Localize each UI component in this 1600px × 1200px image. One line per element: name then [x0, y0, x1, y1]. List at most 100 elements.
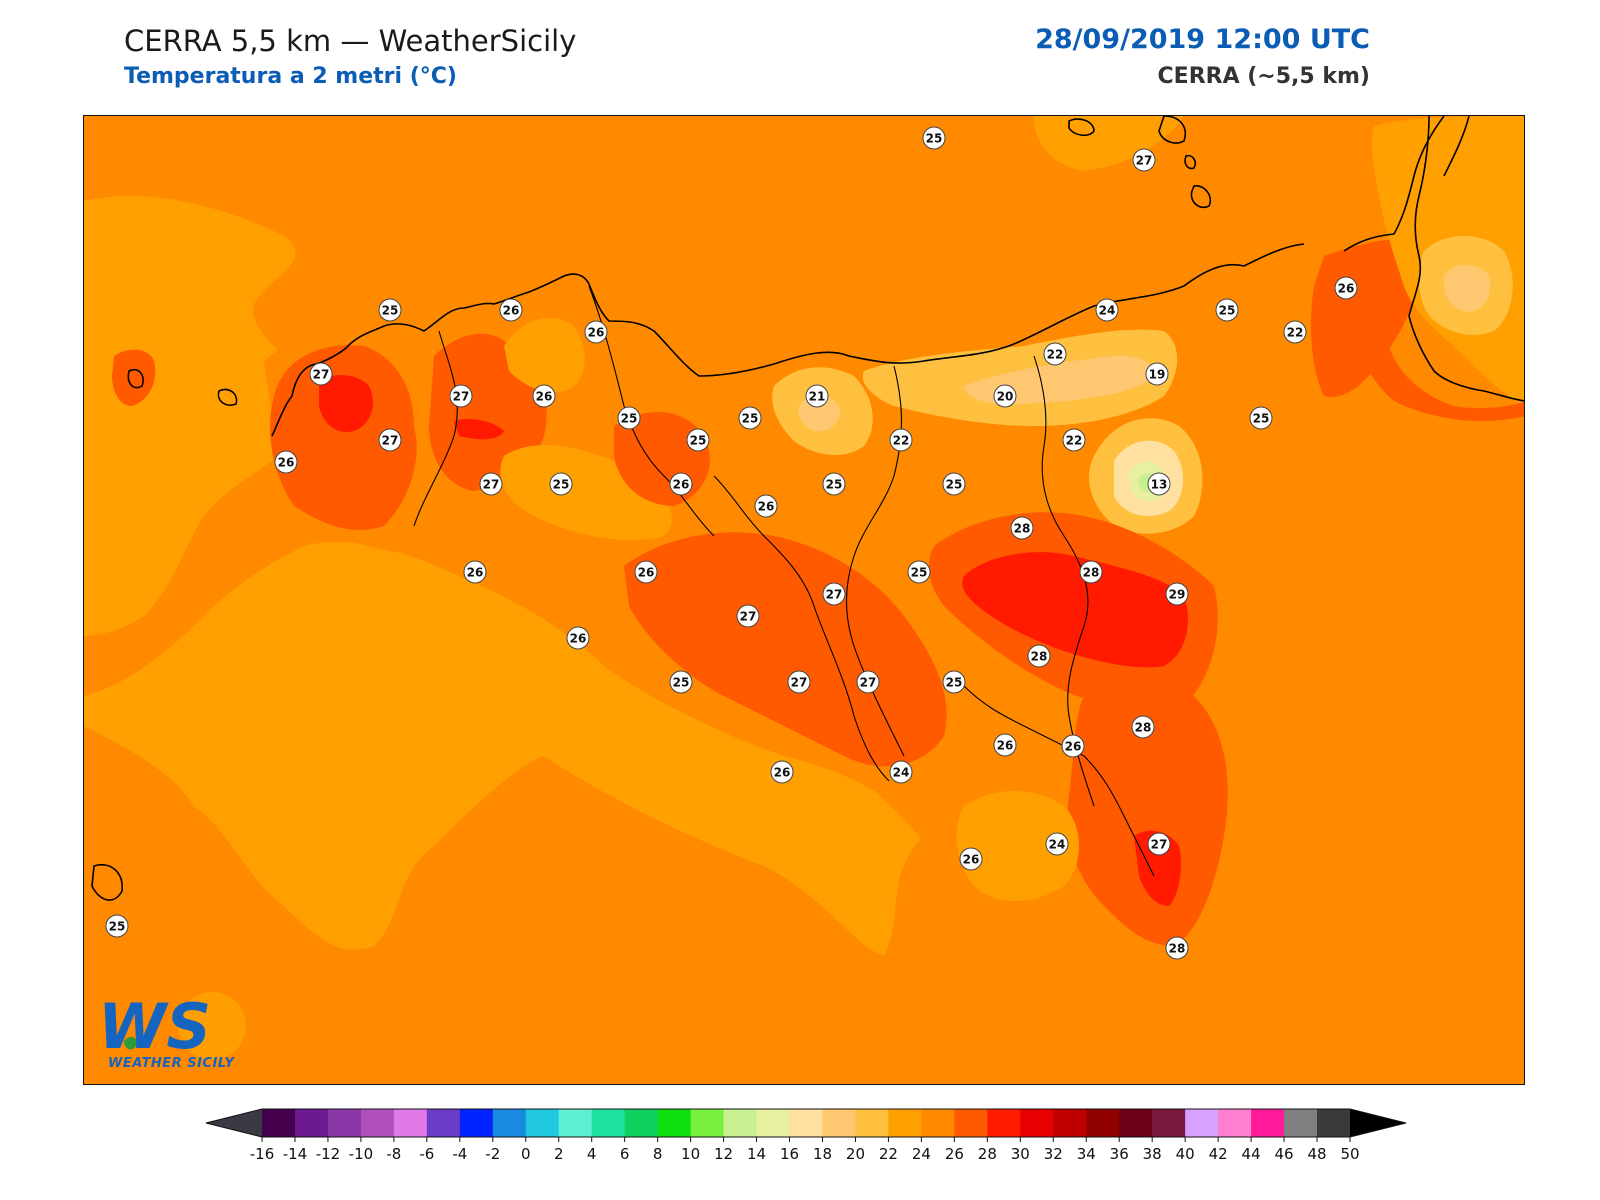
station-marker[interactable]: 27 — [787, 670, 811, 694]
station-circle — [787, 670, 811, 694]
colorbar-bin — [262, 1109, 296, 1137]
station-marker[interactable]: 25 — [907, 560, 931, 584]
colorbar-tick-label: 26 — [945, 1145, 964, 1163]
station-marker[interactable]: 13 — [1147, 472, 1171, 496]
station-circle — [1027, 644, 1051, 668]
station-marker[interactable]: 26 — [993, 733, 1017, 757]
station-circle — [1165, 582, 1189, 606]
colorbar-tick-label: -6 — [419, 1145, 434, 1163]
station-marker[interactable]: 26 — [1334, 276, 1358, 300]
station-marker[interactable]: 26 — [959, 847, 983, 871]
station-marker[interactable]: 27 — [309, 362, 333, 386]
station-marker[interactable]: 27 — [449, 384, 473, 408]
station-marker[interactable]: 25 — [617, 406, 641, 430]
station-circle — [449, 384, 473, 408]
zone-southeast-26 — [1067, 681, 1228, 946]
station-marker[interactable]: 27 — [856, 670, 880, 694]
station-value: 26 — [570, 632, 587, 646]
ustica-island — [1184, 154, 1197, 170]
colorbar-bin — [921, 1109, 955, 1137]
colorbar-bin — [426, 1109, 461, 1137]
station-circle — [686, 428, 710, 452]
station-marker[interactable]: 25 — [922, 126, 946, 150]
station-marker[interactable]: 25 — [105, 914, 129, 938]
station-marker[interactable]: 25 — [686, 428, 710, 452]
station-marker[interactable]: 25 — [549, 472, 573, 496]
station-marker[interactable]: 27 — [822, 582, 846, 606]
station-marker[interactable]: 24 — [1095, 298, 1119, 322]
colorbar-tick-label: 28 — [978, 1145, 997, 1163]
station-marker[interactable]: 29 — [1165, 582, 1189, 606]
colorbar-tick-label: 6 — [620, 1145, 630, 1163]
station-marker[interactable]: 26 — [566, 626, 590, 650]
station-marker[interactable]: 26 — [532, 384, 556, 408]
colorbar-bin — [1251, 1109, 1285, 1137]
colorbar-tick-label: 0 — [521, 1145, 531, 1163]
colorbar-bin — [855, 1109, 889, 1137]
station-value: 25 — [553, 478, 570, 492]
map-title: CERRA 5,5 km — WeatherSicily — [124, 24, 577, 58]
colorbar-bin — [624, 1109, 659, 1137]
station-marker[interactable]: 25 — [822, 472, 846, 496]
weather-sicily-logo[interactable]: WS WEATHER SICILY — [94, 986, 254, 1076]
station-marker[interactable]: 25 — [1215, 298, 1239, 322]
station-circle — [499, 298, 523, 322]
station-value: 26 — [673, 478, 690, 492]
station-marker[interactable]: 26 — [634, 560, 658, 584]
station-marker[interactable]: 27 — [1132, 148, 1156, 172]
station-marker[interactable]: 25 — [738, 406, 762, 430]
station-marker[interactable]: 27 — [1147, 832, 1171, 856]
station-marker[interactable]: 26 — [499, 298, 523, 322]
station-marker[interactable]: 26 — [669, 472, 693, 496]
colorbar-under-arrow — [206, 1109, 262, 1137]
station-value: 27 — [860, 676, 877, 690]
station-marker[interactable]: 27 — [736, 604, 760, 628]
station-value: 22 — [1047, 348, 1064, 362]
pantelleria-island — [91, 864, 123, 901]
colorbar-bin — [1119, 1109, 1153, 1137]
station-value: 21 — [809, 390, 826, 404]
station-marker[interactable]: 26 — [584, 320, 608, 344]
calabria-coastline — [1343, 116, 1524, 402]
station-marker[interactable]: 20 — [993, 384, 1017, 408]
station-marker[interactable]: 25 — [942, 472, 966, 496]
colorbar-tick-label: 42 — [1209, 1145, 1228, 1163]
station-marker[interactable]: 25 — [378, 298, 402, 322]
station-value: 25 — [742, 412, 759, 426]
station-circle — [922, 126, 946, 150]
station-marker[interactable]: 22 — [1043, 342, 1067, 366]
colorbar-bin — [690, 1109, 725, 1137]
station-marker[interactable]: 24 — [889, 760, 913, 784]
station-circle — [309, 362, 333, 386]
station-marker[interactable]: 26 — [754, 494, 778, 518]
station-marker[interactable]: 27 — [378, 428, 402, 452]
station-marker[interactable]: 28 — [1010, 516, 1034, 540]
station-marker[interactable]: 21 — [805, 384, 829, 408]
zone-south-sea-warm — [84, 541, 924, 956]
station-marker[interactable]: 28 — [1027, 644, 1051, 668]
station-markers: 25 27 25 26 26 27 27 26 27 26 25 25 25 27 25 26 21 26 25 22… — [105, 126, 1358, 960]
station-circle — [274, 450, 298, 474]
colorbar-tick-label: -4 — [452, 1145, 467, 1163]
station-marker[interactable]: 28 — [1079, 560, 1103, 584]
station-marker[interactable]: 22 — [1283, 320, 1307, 344]
station-value: 22 — [893, 434, 910, 448]
colorbar-bin — [723, 1109, 758, 1137]
station-marker[interactable]: 26 — [1061, 734, 1085, 758]
station-marker[interactable]: 28 — [1131, 715, 1155, 739]
station-marker[interactable]: 22 — [889, 428, 913, 452]
station-marker[interactable]: 26 — [274, 450, 298, 474]
station-marker[interactable]: 26 — [770, 760, 794, 784]
station-marker[interactable]: 27 — [479, 472, 503, 496]
station-marker[interactable]: 25 — [669, 670, 693, 694]
station-value: 27 — [382, 434, 399, 448]
temperature-map[interactable]: 25 27 25 26 26 27 27 26 27 26 25 25 25 27 25 26 21 26 25 22… — [83, 115, 1525, 1085]
station-marker[interactable]: 24 — [1045, 832, 1069, 856]
station-marker[interactable]: 25 — [942, 670, 966, 694]
station-marker[interactable]: 26 — [463, 560, 487, 584]
station-marker[interactable]: 19 — [1145, 362, 1169, 386]
station-marker[interactable]: 22 — [1062, 428, 1086, 452]
station-marker[interactable]: 28 — [1165, 936, 1189, 960]
station-circle — [669, 670, 693, 694]
station-marker[interactable]: 25 — [1249, 406, 1273, 430]
